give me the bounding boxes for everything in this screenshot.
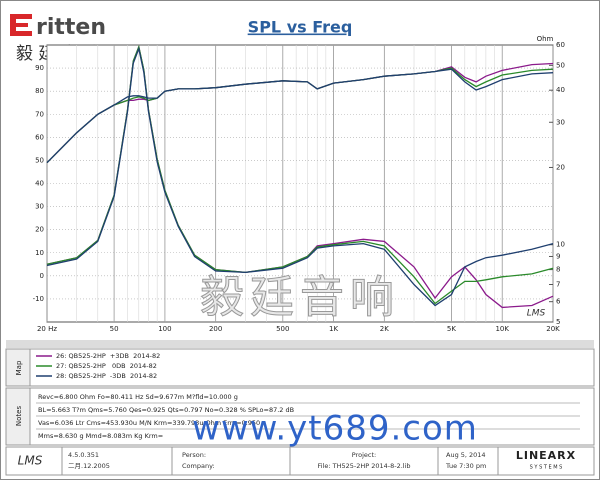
footer-project: Project: bbox=[352, 451, 376, 459]
x-tick-label: 20 Hz bbox=[37, 325, 57, 333]
x-tick-label: 5K bbox=[447, 325, 456, 333]
footer-file: File: TH525-2HP 2014-8-2.lib bbox=[317, 462, 410, 470]
logo-mark bbox=[10, 14, 32, 36]
x-tick-label: 500 bbox=[276, 325, 289, 333]
map-tab-label: Map bbox=[15, 360, 23, 375]
y2-tick-label: 40 bbox=[556, 86, 565, 94]
y2-tick-label: 5 bbox=[556, 318, 560, 326]
x-tick-label: 10K bbox=[495, 325, 509, 333]
y-tick-label: 30 bbox=[35, 203, 44, 211]
footer-build-date: 二月.12.2005 bbox=[68, 462, 110, 470]
watermark-chinese: 毅廷音响 bbox=[200, 272, 400, 323]
legend-label: 28: QB525-2HP -3DB 2014-82 bbox=[56, 372, 157, 380]
legend-label: 26: QB525-2HP +3DB 2014-82 bbox=[56, 352, 160, 360]
y-tick-label: 60 bbox=[35, 133, 44, 141]
y-tick-label: -10 bbox=[33, 295, 44, 303]
y2-axis-label: Ohm bbox=[537, 35, 554, 43]
logo-brand: ritten bbox=[36, 15, 106, 40]
legend: 26: QB525-2HP +3DB 2014-82 27: QB525-2HP … bbox=[36, 352, 160, 380]
x-tick-label: 20K bbox=[546, 325, 560, 333]
footer-box bbox=[5, 446, 595, 476]
y-tick-label: 80 bbox=[35, 87, 44, 95]
y2-tick-label: 9 bbox=[556, 252, 560, 260]
footer-vendor-sub: S Y S T E M S bbox=[530, 465, 563, 471]
x-tick-label: 50 bbox=[110, 325, 119, 333]
note-line: BL=5.663 T?m Qms=5.760 Qes=0.925 Qts=0.7… bbox=[38, 406, 294, 414]
impedance-line bbox=[46, 46, 554, 307]
y2-tick-label: 50 bbox=[556, 61, 565, 69]
footer-version: 4.5.0.351 bbox=[68, 451, 99, 459]
note-line: Vas=6.036 Ltr Cms=453.930u M/N Krm=339.7… bbox=[38, 419, 260, 427]
x-tick-label: 100 bbox=[158, 325, 171, 333]
corner-logo: LMS bbox=[527, 309, 546, 319]
map-panel bbox=[5, 348, 595, 387]
y2-tick-label: 10 bbox=[556, 241, 565, 249]
notes: Revc=6.800 Ohm Fo=80.411 Hz Sd=9.677m M?… bbox=[36, 393, 580, 440]
legend-label: 27: QB525-2HP 0DB 2014-82 bbox=[56, 362, 157, 370]
y2-tick-label: 6 bbox=[556, 298, 561, 306]
y2-tick-label: 20 bbox=[556, 163, 565, 171]
chart-title: SPL vs Freq bbox=[248, 18, 353, 37]
footer-company: Company: bbox=[182, 462, 215, 470]
note-line: Revc=6.800 Ohm Fo=80.411 Hz Sd=9.677m M?… bbox=[38, 393, 238, 401]
y-tick-label: 50 bbox=[35, 156, 44, 164]
y2-tick-label: 30 bbox=[556, 118, 565, 126]
y2-tick-label: 8 bbox=[556, 266, 560, 274]
footer-person: Person: bbox=[182, 451, 206, 459]
y2-tick-label: 7 bbox=[556, 280, 560, 288]
footer: LMS 4.5.0.351 二月.12.2005 Person: Company… bbox=[5, 446, 595, 476]
spl-line bbox=[46, 68, 554, 164]
x-tick-label: 200 bbox=[209, 325, 222, 333]
separator bbox=[6, 340, 594, 348]
y-tick-label: 70 bbox=[35, 110, 44, 118]
y2-tick-label: 60 bbox=[556, 41, 565, 49]
map-tab bbox=[5, 348, 31, 387]
footer-logo: LMS bbox=[18, 454, 43, 468]
x-tick-label: 1K bbox=[329, 325, 338, 333]
y-tick-label: 40 bbox=[35, 180, 44, 188]
plot: 20 Hz 50 100 200 500 1K 2K 5K 10K 20K -10 0 10 20 30 40… bbox=[33, 41, 565, 333]
x-tick-label: 2K bbox=[380, 325, 389, 333]
y-tick-label: 20 bbox=[35, 226, 44, 234]
watermark-url: www.yt689.com bbox=[192, 409, 478, 449]
note-line: Mms=8.630 g Mmd=8.083m Kg Krm= bbox=[38, 432, 163, 440]
y-tick-label: 90 bbox=[35, 64, 44, 72]
footer-time: Tue 7:30 pm bbox=[445, 462, 486, 470]
y-tick-label: 10 bbox=[35, 249, 44, 257]
footer-date: Aug 5, 2014 bbox=[446, 451, 486, 459]
footer-vendor: LINEARX bbox=[516, 449, 576, 462]
notes-tab-label: Notes bbox=[15, 406, 23, 427]
notes-tab bbox=[5, 387, 31, 446]
y-tick-label: 0 bbox=[40, 272, 44, 280]
